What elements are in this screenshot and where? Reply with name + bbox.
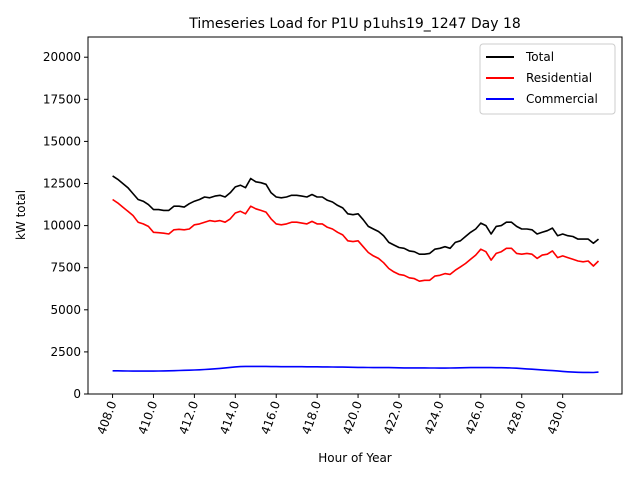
y-tick-label: 2500 bbox=[50, 345, 81, 359]
legend-item-commercial: Commercial bbox=[486, 92, 598, 106]
legend-item-residential: Residential bbox=[486, 71, 592, 85]
y-tick-label: 5000 bbox=[50, 303, 81, 317]
legend-item-total: Total bbox=[486, 50, 554, 64]
series-layer bbox=[112, 175, 600, 374]
legend-label: Residential bbox=[526, 71, 592, 85]
y-axis-label: kW total bbox=[14, 190, 28, 240]
y-tick-label: 0 bbox=[73, 387, 81, 401]
series-line-commercial bbox=[112, 365, 599, 374]
y-tick-label: 7500 bbox=[50, 261, 81, 275]
series-line-residential bbox=[112, 198, 600, 283]
y-tick-label: 15000 bbox=[43, 134, 81, 148]
series-line-total bbox=[112, 175, 600, 255]
legend-label: Total bbox=[525, 50, 554, 64]
legend: Total Residential Commercial bbox=[479, 43, 616, 115]
legend-label: Commercial bbox=[526, 92, 598, 106]
y-tick-label: 20000 bbox=[43, 50, 81, 64]
y-tick-label: 10000 bbox=[43, 219, 81, 233]
y-tick-label: 12500 bbox=[43, 177, 81, 191]
y-axis: 0 2500 5000 7500 10000 12500 15000 17500 20000 bbox=[43, 50, 88, 401]
x-axis-label: Hour of Year bbox=[318, 451, 392, 465]
chart-title: Timeseries Load for P1U p1uhs19_1247 Day… bbox=[188, 16, 521, 32]
plot-frame bbox=[87, 36, 623, 395]
y-tick-label: 17500 bbox=[43, 92, 81, 106]
legend-box bbox=[479, 43, 616, 115]
